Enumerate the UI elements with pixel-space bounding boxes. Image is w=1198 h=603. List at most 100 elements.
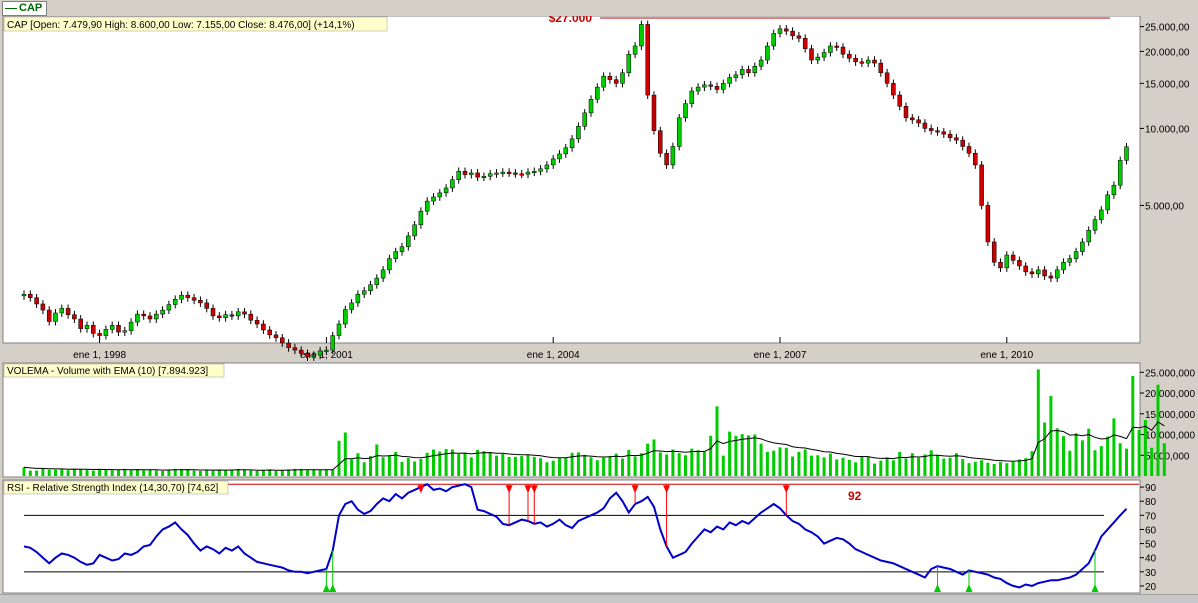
candle-body	[1017, 260, 1022, 267]
candle-body	[922, 122, 928, 129]
candle-body	[903, 106, 909, 119]
volume-bar	[299, 468, 303, 476]
volume-bar	[1036, 369, 1040, 476]
volume-bar	[1150, 447, 1154, 476]
candle-body	[821, 52, 827, 58]
candle-body	[815, 56, 821, 61]
volume-y-tick-label: 10.000,000	[1145, 431, 1195, 442]
candle-body	[361, 290, 367, 295]
volume-bar	[942, 458, 946, 476]
rsi-y-tick-label: 40	[1145, 554, 1157, 565]
candle-body	[758, 59, 764, 67]
candle-body	[840, 46, 846, 55]
price-legend-box	[3, 16, 388, 32]
candle-body	[406, 235, 411, 247]
candle-body	[437, 192, 443, 198]
rsi-buy-signal-marker	[1091, 584, 1099, 592]
volume-bar	[980, 460, 984, 476]
rsi-y-tick-label: 30	[1145, 568, 1157, 579]
volume-bar	[356, 453, 360, 476]
candle-body	[450, 179, 455, 189]
price-y-axis: 25.000,00 20.000,00 15.000,00 10.000,00 5.00…	[1140, 23, 1190, 212]
candle-body	[84, 325, 90, 329]
volume-bar	[438, 451, 442, 476]
candle-body	[721, 83, 726, 90]
volume-bar	[570, 452, 574, 476]
candle-body	[1061, 261, 1066, 271]
candle-body	[116, 325, 121, 333]
volume-bar	[186, 469, 190, 476]
candle-body	[481, 176, 487, 179]
rsi-signal-markers	[322, 484, 1099, 592]
candle-body	[204, 302, 209, 309]
candle-body	[72, 314, 77, 320]
volume-bar	[1005, 463, 1009, 476]
volume-bar	[772, 450, 776, 476]
volume-bar	[1099, 446, 1103, 476]
volume-bar	[28, 470, 32, 476]
candle-body	[828, 45, 833, 53]
volume-bar	[879, 460, 883, 476]
volume-bar	[488, 451, 492, 476]
chart-area: 25.000,00 20.000,00 15.000,00 10.000,00 5.00…	[2, 16, 1195, 594]
candle-body	[626, 53, 632, 74]
volume-bar	[1112, 418, 1116, 476]
volume-bar	[621, 458, 624, 476]
candle-body	[947, 133, 953, 138]
candle-body	[966, 146, 972, 154]
price-x-tick-label: ene 1, 2001	[300, 350, 353, 361]
volume-bar	[866, 456, 870, 476]
volume-bar	[142, 470, 146, 476]
volume-bar	[91, 470, 95, 476]
volume-bar	[740, 434, 744, 476]
volume-bar	[1106, 436, 1110, 476]
volume-bar	[803, 449, 807, 476]
volume-bar	[639, 453, 643, 476]
candle-body	[248, 313, 254, 321]
volume-bar	[1049, 395, 1053, 476]
rsi-line	[23, 483, 1128, 589]
volume-bar	[1093, 450, 1097, 476]
candle-body	[557, 153, 562, 160]
price-y-tick-label: 10.000,00	[1145, 124, 1190, 135]
volume-bar	[501, 454, 505, 476]
candle-body	[191, 297, 197, 301]
volume-bar	[721, 455, 725, 476]
candle-body	[872, 59, 877, 64]
candle-body	[141, 313, 146, 317]
candle-body	[632, 45, 638, 55]
candle-body	[217, 315, 222, 318]
volume-bar	[419, 458, 423, 476]
volume-bar	[520, 456, 524, 476]
candle-body	[462, 171, 468, 175]
candle-body	[884, 72, 890, 84]
candle-body	[235, 311, 241, 317]
rsi-sell-signal-marker	[417, 485, 425, 494]
volume-bar	[287, 469, 291, 476]
price-y-tick-label: 5.000,00	[1145, 201, 1184, 212]
candle-body	[1073, 251, 1079, 259]
candle-body	[273, 334, 279, 339]
candle-body	[254, 319, 260, 325]
candle-body	[739, 69, 745, 76]
symbol-tab[interactable]: CAP	[2, 1, 48, 16]
volume-bar	[898, 451, 902, 476]
candle-body	[223, 314, 228, 318]
candle-body	[368, 284, 373, 292]
symbol-tab-bar: CAP	[0, 0, 1198, 16]
rsi-sell-signal-marker	[505, 485, 513, 494]
volume-bar	[173, 468, 177, 476]
volume-bar	[148, 469, 152, 476]
volume-bar	[60, 469, 64, 476]
volume-bar	[463, 452, 467, 476]
candle-body	[412, 224, 417, 237]
volume-bar	[665, 454, 669, 476]
symbol-tab-label: CAP	[19, 2, 43, 14]
candle-body	[752, 65, 758, 74]
volume-bar	[66, 470, 70, 476]
candle-body	[746, 69, 751, 74]
rsi-sell-signal-marker	[530, 485, 538, 494]
volume-bar	[1030, 451, 1034, 476]
candle-body	[343, 309, 348, 325]
volume-bar	[192, 470, 196, 476]
